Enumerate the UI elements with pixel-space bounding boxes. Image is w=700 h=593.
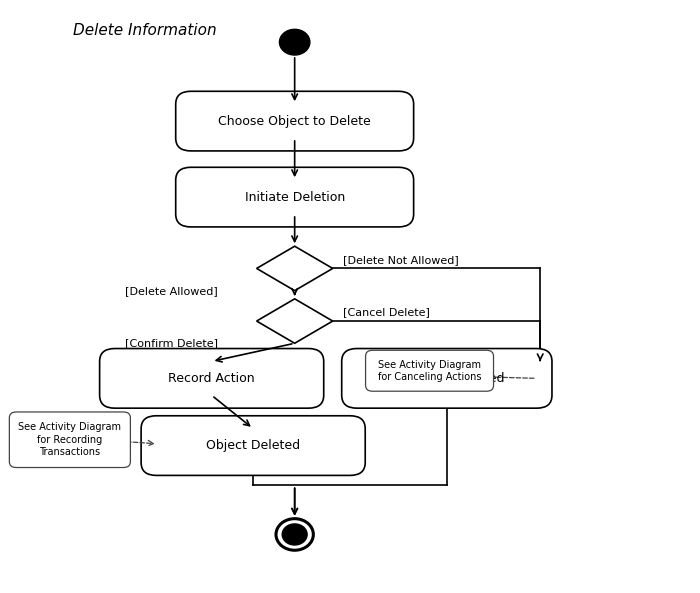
FancyBboxPatch shape: [99, 349, 323, 408]
Polygon shape: [257, 246, 332, 291]
Text: Delete Information: Delete Information: [74, 23, 217, 38]
FancyBboxPatch shape: [141, 416, 365, 476]
Text: Object Maintained: Object Maintained: [390, 372, 504, 385]
Text: [Confirm Delete]: [Confirm Delete]: [125, 338, 218, 348]
FancyBboxPatch shape: [365, 350, 494, 391]
Text: See Activity Diagram
for Recording
Transactions: See Activity Diagram for Recording Trans…: [18, 422, 121, 457]
FancyBboxPatch shape: [176, 91, 414, 151]
Text: Choose Object to Delete: Choose Object to Delete: [218, 114, 371, 127]
Text: [Delete Allowed]: [Delete Allowed]: [125, 286, 218, 296]
Text: [Cancel Delete]: [Cancel Delete]: [343, 307, 430, 317]
Text: Object Deleted: Object Deleted: [206, 439, 300, 452]
Text: [Delete Not Allowed]: [Delete Not Allowed]: [343, 254, 458, 264]
Text: See Activity Diagram
for Canceling Actions: See Activity Diagram for Canceling Actio…: [378, 359, 482, 382]
Circle shape: [282, 524, 307, 545]
Circle shape: [279, 29, 310, 55]
FancyBboxPatch shape: [176, 167, 414, 227]
Polygon shape: [257, 299, 332, 343]
FancyBboxPatch shape: [9, 412, 130, 467]
Text: Initiate Deletion: Initiate Deletion: [244, 190, 345, 203]
FancyBboxPatch shape: [342, 349, 552, 408]
Text: Record Action: Record Action: [169, 372, 255, 385]
